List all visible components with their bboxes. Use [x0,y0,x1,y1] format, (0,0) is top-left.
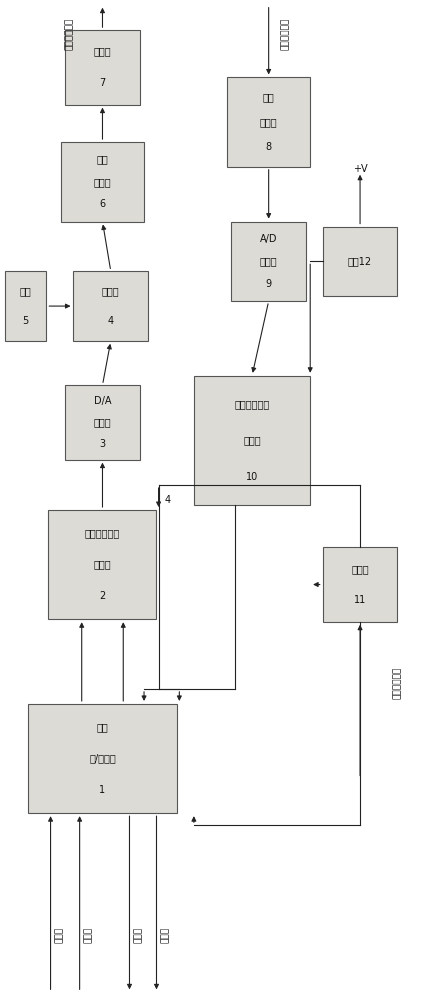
Text: 混频器: 混频器 [102,286,120,296]
Text: 数据出: 数据出 [133,926,143,943]
Text: 3: 3 [99,439,106,449]
Text: A/D: A/D [260,234,277,244]
Text: 4: 4 [165,495,171,505]
Text: 5: 5 [22,316,29,326]
Text: 9: 9 [266,279,272,289]
Text: 高阶多维解扩: 高阶多维解扩 [234,399,270,409]
Text: 数据入: 数据入 [55,926,64,943]
Text: 复/分接器: 复/分接器 [89,754,116,764]
Text: 4: 4 [108,316,114,326]
Bar [322,227,397,296]
Text: 1: 1 [99,785,106,795]
Text: 10: 10 [246,472,258,482]
Text: 本振: 本振 [20,286,32,296]
Text: 2: 2 [99,591,106,601]
Bar [73,271,148,341]
Bar [322,547,397,622]
Text: 7: 7 [99,78,106,88]
Text: 外部时钟输入: 外部时钟输入 [393,667,402,699]
Text: 调制器: 调制器 [93,560,111,570]
Text: 6: 6 [99,199,106,209]
Text: +V: +V [353,164,368,174]
Text: 变换器: 变换器 [93,417,111,427]
Bar [65,385,140,460]
Bar [65,30,140,105]
Text: 低中频调制出: 低中频调制出 [65,18,74,50]
Text: 带通: 带通 [96,154,108,164]
Text: 辅助: 辅助 [96,723,108,733]
Bar [61,142,144,222]
Bar [48,510,157,619]
Text: D/A: D/A [94,396,111,406]
Text: 8: 8 [266,142,272,152]
Bar [231,222,306,301]
Text: 解调器: 解调器 [243,435,261,445]
Text: 11: 11 [354,595,366,605]
Text: 低中频解调入: 低中频解调入 [281,18,290,50]
Text: 时钟出: 时钟出 [161,926,170,943]
Bar [5,271,46,341]
Text: 高阶多维扩频: 高阶多维扩频 [85,529,120,539]
Text: 滤波器: 滤波器 [93,177,111,187]
Text: 时钟入: 时钟入 [84,926,93,943]
Bar [28,704,177,813]
Text: 放大器: 放大器 [93,47,111,57]
Text: 中频: 中频 [263,92,274,102]
Bar [227,77,310,167]
Text: 放大器: 放大器 [260,117,277,127]
Bar [194,376,310,505]
Text: 变换器: 变换器 [260,256,277,266]
Text: 锁相环: 锁相环 [351,564,369,574]
Text: 电渀12: 电渀12 [348,256,372,266]
